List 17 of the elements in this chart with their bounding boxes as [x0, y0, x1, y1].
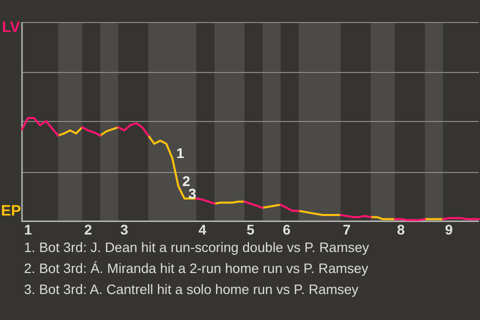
text: LV: [2, 19, 20, 36]
x-tick-label: 5: [246, 221, 255, 238]
x-tick-label: 4: [198, 221, 206, 238]
x-tick-label: 1: [24, 221, 32, 238]
text: 2. Bot 3rd: Á. Miranda hit a 2-run home run vs P. Ramsey: [24, 260, 370, 278]
x-tick-label: 8: [396, 221, 405, 238]
x-tick-label: 2: [84, 221, 92, 238]
x-tick-label: 7: [342, 221, 351, 238]
annotation: 2: [182, 172, 190, 189]
x-tick-label: 9: [445, 221, 454, 238]
text: 3. Bot 3rd: A. Cantrell hit a solo home run vs P. Ramsey: [24, 281, 360, 299]
x-tick-label: 6: [282, 221, 291, 238]
text: 1. Bot 3rd: J. Dean hit a run-scoring double vs P. Ramsey: [24, 239, 370, 257]
x-tick-label: 3: [120, 221, 128, 238]
annotation: 1: [176, 145, 184, 162]
text: EP: [0, 202, 22, 220]
annotation: 3: [188, 185, 196, 202]
